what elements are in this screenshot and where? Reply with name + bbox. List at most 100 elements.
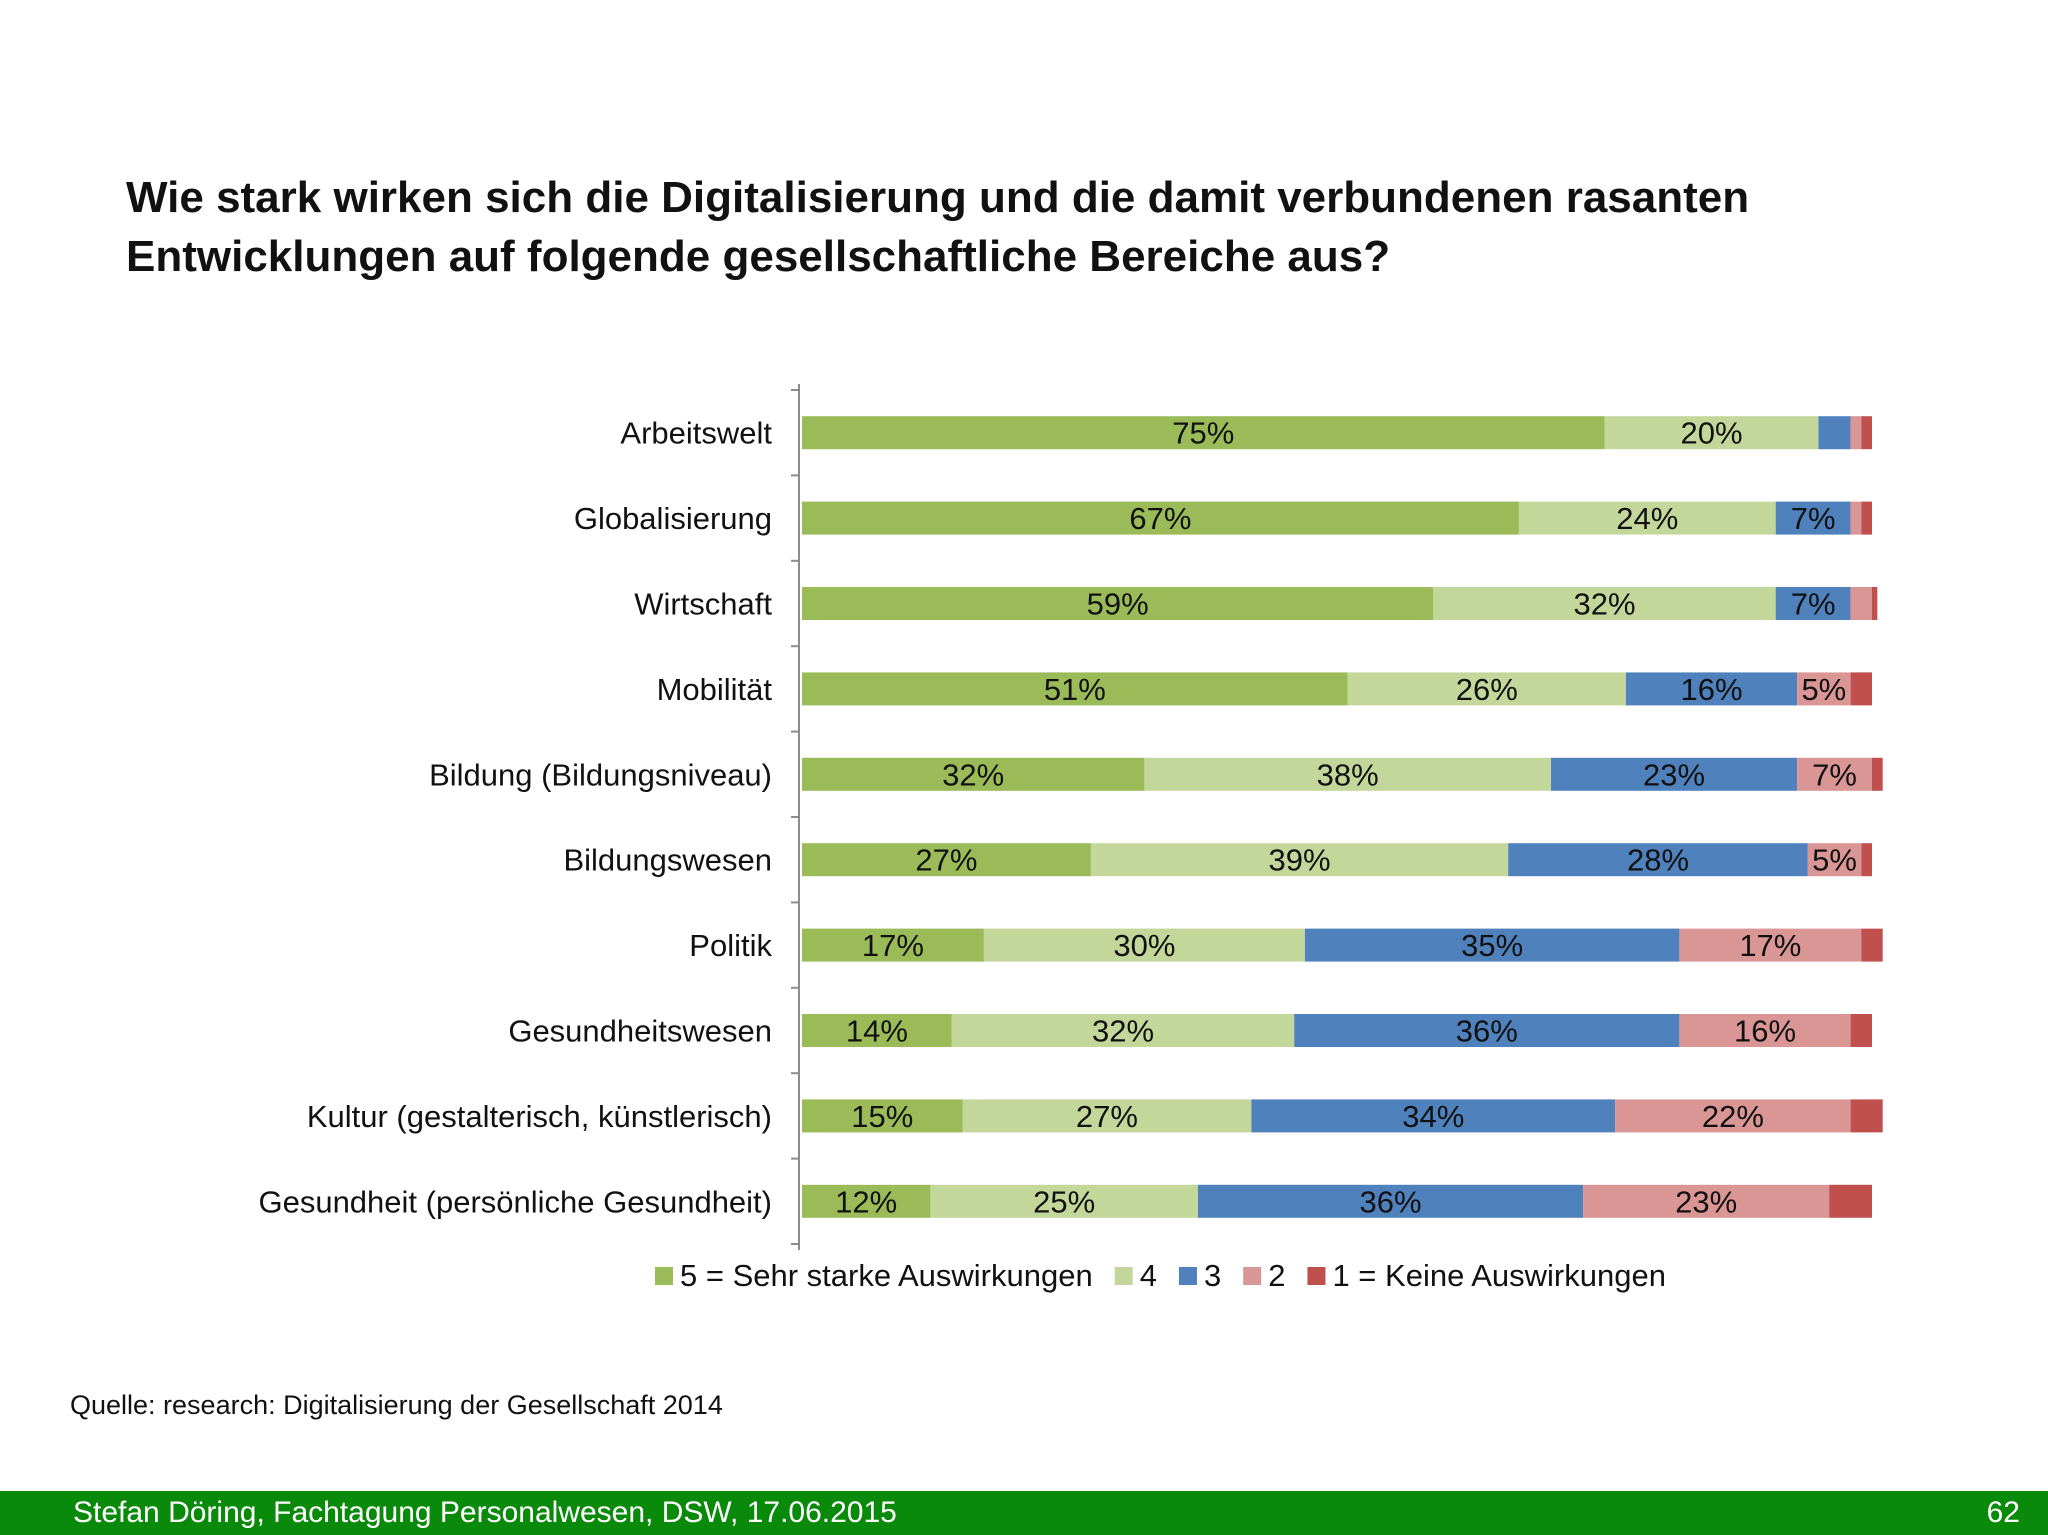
category-label: Globalisierung — [574, 501, 772, 536]
bar-segment — [802, 843, 1091, 877]
data-label: 5% — [1801, 672, 1846, 707]
bar-segment — [802, 501, 1519, 535]
bar-segment — [1818, 416, 1851, 450]
data-label: 51% — [1044, 672, 1106, 707]
data-label: 17% — [862, 928, 924, 963]
legend-label: 3 — [1204, 1258, 1221, 1293]
data-label: 12% — [835, 1184, 897, 1219]
category-label: Gesundheitswesen — [508, 1014, 772, 1049]
bar-segment — [1775, 501, 1851, 535]
source-note: Quelle: research: Digitalisierung der Ge… — [70, 1390, 723, 1420]
bar-segment — [1518, 501, 1776, 535]
bar-segment — [1304, 928, 1680, 962]
bar-segment — [1872, 587, 1878, 620]
data-label: 32% — [1573, 587, 1635, 622]
data-label: 30% — [1113, 928, 1175, 963]
bar-segment — [1251, 1099, 1616, 1133]
bar-segment — [1861, 928, 1883, 962]
bar-segment — [802, 587, 1434, 620]
bar-segment — [930, 1184, 1198, 1218]
data-label: 75% — [1172, 416, 1234, 451]
category-label: Wirtschaft — [634, 587, 772, 622]
bar-segment — [1861, 501, 1872, 535]
category-label: Bildungswesen — [563, 843, 772, 878]
bar-segment — [1433, 587, 1776, 620]
data-label: 20% — [1680, 416, 1742, 451]
data-label: 32% — [942, 757, 1004, 792]
data-label: 39% — [1269, 843, 1331, 878]
category-label: Bildung (Bildungsniveau) — [429, 757, 772, 792]
category-label: Gesundheit (persönliche Gesundheit) — [258, 1184, 772, 1219]
bar-segment — [1807, 843, 1862, 877]
bar-segment — [1679, 928, 1862, 962]
bar-segment — [1797, 757, 1872, 791]
legend-swatch — [1114, 1267, 1133, 1285]
bar-segment — [802, 672, 1348, 706]
data-label: 59% — [1087, 587, 1149, 622]
bar-segment — [1508, 843, 1808, 877]
data-label: 14% — [846, 1014, 908, 1049]
bar-segment — [1775, 587, 1851, 620]
legend-swatch — [1307, 1267, 1326, 1285]
bar-segment — [1604, 416, 1819, 450]
bar-segment — [1850, 1014, 1872, 1047]
bar-segment — [1861, 416, 1872, 450]
data-label: 27% — [1076, 1099, 1138, 1134]
data-label: 7% — [1812, 757, 1857, 792]
slide-title-line-1: Wie stark wirken sich die Digitalisierun… — [126, 173, 1750, 222]
stacked-bar-chart: Arbeitswelt Globalisierung Wirtschaft Mobil… — [258, 384, 1883, 1293]
page-number: 62 — [1986, 1496, 2020, 1529]
slide-title: Wie stark wirken sich die Digitalisierun… — [126, 168, 1986, 286]
chart-bars: 75% 20% 67% 24% 7% 59% 32% 7% 51% 26% 16% 5% 32% 38% 2… — [802, 416, 1883, 1219]
data-label: 36% — [1359, 1184, 1421, 1219]
data-label: 38% — [1317, 757, 1379, 792]
data-label: 34% — [1402, 1099, 1464, 1134]
slide-title-line-2: Entwicklungen auf folgende gesellschaftl… — [126, 232, 1391, 281]
bar-segment — [1197, 1184, 1584, 1218]
data-label: 23% — [1675, 1184, 1737, 1219]
data-label: 28% — [1627, 843, 1689, 878]
bar-segment — [802, 416, 1605, 450]
bar-segment — [1850, 416, 1862, 450]
bar-segment — [1829, 1184, 1872, 1218]
data-label: 15% — [851, 1099, 913, 1134]
bar-segment — [1850, 672, 1872, 706]
data-label: 67% — [1129, 501, 1191, 536]
bar-segment — [802, 1184, 931, 1218]
chart-axis: Arbeitswelt Globalisierung Wirtschaft Mobil… — [258, 384, 800, 1250]
legend-label: 4 — [1140, 1258, 1157, 1293]
legend-label: 2 — [1268, 1258, 1285, 1293]
data-label: 35% — [1461, 928, 1523, 963]
category-label: Arbeitswelt — [620, 416, 772, 451]
category-label: Politik — [689, 928, 772, 963]
bar-segment — [962, 1099, 1252, 1133]
bar-segment — [802, 757, 1145, 791]
bar-segment — [802, 928, 984, 962]
bar-segment — [1861, 843, 1872, 877]
legend-swatch — [655, 1267, 673, 1285]
data-label: 24% — [1616, 501, 1678, 536]
footer-bar: Stefan Döring, Fachtagung Personalwesen,… — [0, 1491, 2048, 1535]
bar-segment — [1679, 1014, 1851, 1047]
bar-segment — [951, 1014, 1295, 1047]
bar-segment — [1850, 1099, 1883, 1133]
footer-text: Stefan Döring, Fachtagung Personalwesen,… — [73, 1496, 897, 1529]
data-label: 26% — [1456, 672, 1518, 707]
data-label: 7% — [1791, 587, 1836, 622]
legend-label: 1 = Keine Auswirkungen — [1332, 1258, 1665, 1293]
data-label: 5% — [1812, 843, 1857, 878]
category-label: Kultur (gestalterisch, künstlerisch) — [307, 1099, 772, 1134]
bar-segment — [1347, 672, 1626, 706]
data-label: 22% — [1702, 1099, 1764, 1134]
bar-segment — [1294, 1014, 1680, 1047]
bar-segment — [1850, 587, 1872, 620]
bar-segment — [1872, 757, 1883, 791]
legend-swatch — [1178, 1267, 1197, 1285]
legend-label: 5 = Sehr starke Auswirkungen — [680, 1258, 1093, 1293]
bar-segment — [1850, 501, 1862, 535]
data-label: 32% — [1092, 1014, 1154, 1049]
bar-segment — [1090, 843, 1509, 877]
data-label: 23% — [1643, 757, 1705, 792]
chart-legend: 5 = Sehr starke Auswirkungen 4 3 2 1 = Keine… — [655, 1258, 1666, 1293]
bar-segment — [802, 1014, 952, 1047]
